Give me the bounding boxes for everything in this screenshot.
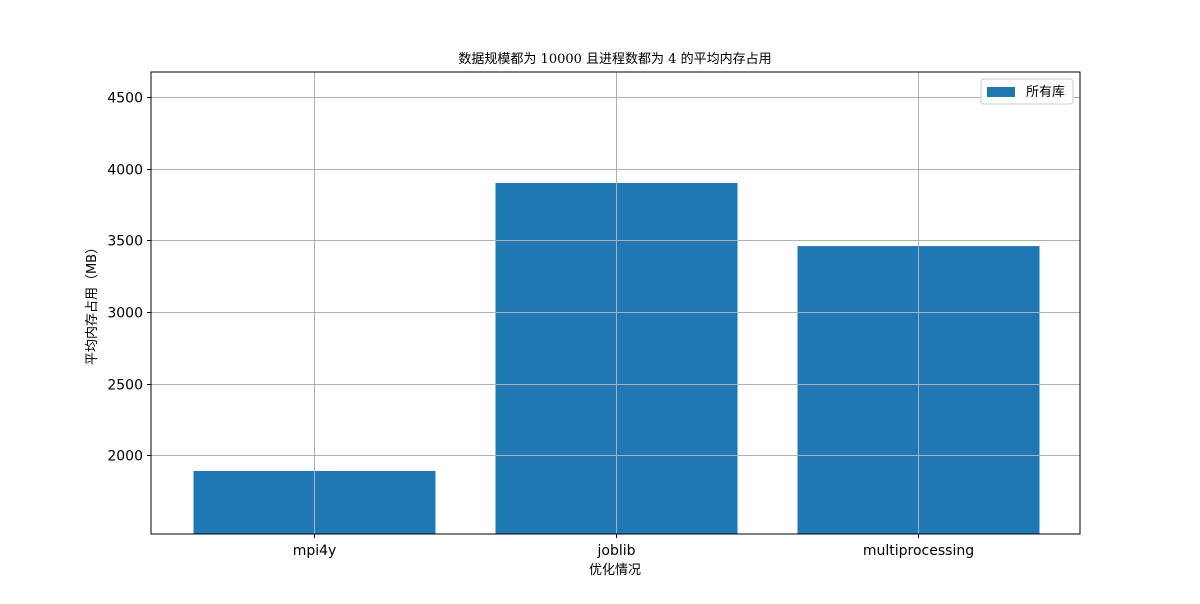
legend-label: 所有库: [1026, 84, 1065, 100]
y-tick-label: 3000: [107, 306, 143, 322]
ticks-layer: 2000 2500 3000 3500 4000 4500 mpi4y joblib multi…: [107, 91, 974, 560]
chart-title: 数据规模都为 10000 且进程数都为 4 的平均内存占用: [458, 51, 771, 67]
legend-swatch: [987, 87, 1015, 97]
grid-layer: [151, 72, 1080, 534]
x-tick-label: joblib: [596, 543, 635, 559]
y-tick-label: 4500: [107, 91, 143, 107]
y-tick-label: 3500: [107, 234, 143, 250]
legend-frame: [980, 78, 1074, 105]
legend: 所有库: [980, 78, 1074, 105]
x-tick-label: multiprocessing: [863, 543, 974, 559]
y-tick-label: 2000: [107, 449, 143, 465]
x-tick-label: mpi4y: [293, 543, 337, 559]
plot-frame: [150, 71, 1081, 535]
y-axis-label: 平均内存占用（MB）: [84, 241, 100, 365]
x-axis-label: 优化情况: [589, 563, 641, 578]
y-tick-label: 2500: [107, 378, 143, 394]
y-tick-label: 4000: [107, 163, 143, 179]
